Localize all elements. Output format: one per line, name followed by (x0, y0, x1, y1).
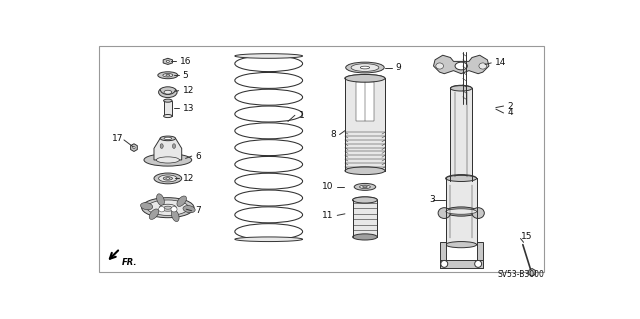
Ellipse shape (144, 154, 192, 166)
Ellipse shape (446, 241, 477, 248)
Bar (440, 241, 446, 268)
Polygon shape (529, 269, 536, 276)
Ellipse shape (166, 60, 170, 62)
Ellipse shape (451, 85, 472, 91)
Ellipse shape (438, 208, 451, 219)
Ellipse shape (346, 62, 384, 73)
Ellipse shape (147, 200, 189, 215)
Bar (440, 260, 483, 268)
Text: 16: 16 (180, 57, 191, 66)
Text: 1: 1 (299, 111, 305, 120)
Ellipse shape (455, 62, 467, 70)
Text: 14: 14 (495, 58, 506, 67)
Polygon shape (154, 138, 182, 160)
Ellipse shape (159, 206, 164, 212)
Text: 2: 2 (508, 101, 513, 111)
Ellipse shape (235, 237, 303, 241)
Bar (353, 200, 378, 237)
Text: FR.: FR. (122, 258, 137, 267)
Text: 7: 7 (196, 206, 202, 215)
Bar (446, 178, 477, 245)
Text: SV53-B3000: SV53-B3000 (497, 270, 544, 279)
Ellipse shape (164, 99, 172, 102)
Ellipse shape (354, 183, 376, 190)
Ellipse shape (345, 74, 385, 82)
Ellipse shape (171, 206, 177, 212)
Ellipse shape (451, 176, 472, 181)
Bar (477, 241, 483, 268)
Ellipse shape (353, 197, 378, 203)
Ellipse shape (164, 115, 172, 118)
Ellipse shape (353, 197, 378, 203)
Text: 13: 13 (182, 104, 194, 113)
Ellipse shape (141, 203, 153, 210)
Bar (356, 82, 374, 121)
Ellipse shape (141, 198, 194, 218)
Ellipse shape (475, 260, 482, 267)
Ellipse shape (163, 73, 173, 77)
Ellipse shape (158, 72, 178, 79)
Ellipse shape (172, 144, 175, 148)
Text: 12: 12 (182, 174, 194, 183)
Ellipse shape (164, 90, 172, 94)
Ellipse shape (345, 167, 385, 174)
Ellipse shape (446, 174, 477, 182)
Ellipse shape (183, 205, 195, 213)
Ellipse shape (360, 66, 369, 69)
Ellipse shape (159, 204, 176, 211)
Text: 12: 12 (182, 86, 194, 95)
Ellipse shape (441, 260, 448, 267)
Ellipse shape (446, 209, 477, 214)
Ellipse shape (479, 63, 486, 69)
Ellipse shape (159, 87, 177, 98)
Ellipse shape (472, 208, 484, 219)
Polygon shape (433, 55, 489, 74)
Ellipse shape (163, 177, 172, 180)
Ellipse shape (445, 207, 477, 216)
Ellipse shape (159, 175, 177, 182)
Polygon shape (131, 144, 138, 152)
Ellipse shape (353, 234, 378, 240)
Bar (345, 78, 385, 171)
Ellipse shape (351, 64, 379, 71)
Text: 3: 3 (429, 196, 435, 204)
Text: 6: 6 (196, 152, 202, 160)
Ellipse shape (345, 74, 385, 82)
Ellipse shape (156, 157, 179, 163)
Text: 5: 5 (182, 71, 188, 80)
Ellipse shape (133, 146, 135, 149)
Polygon shape (163, 58, 173, 64)
Ellipse shape (451, 85, 472, 92)
Text: 4: 4 (508, 108, 513, 117)
Text: 8: 8 (330, 130, 336, 139)
Ellipse shape (172, 210, 179, 222)
Text: 15: 15 (520, 233, 532, 241)
Text: 17: 17 (113, 134, 124, 143)
Ellipse shape (436, 63, 444, 69)
Ellipse shape (164, 137, 172, 139)
Ellipse shape (154, 173, 182, 184)
Ellipse shape (235, 54, 303, 58)
Ellipse shape (149, 209, 159, 219)
Text: 11: 11 (322, 211, 333, 220)
Ellipse shape (164, 206, 172, 209)
Ellipse shape (160, 144, 163, 148)
Text: 10: 10 (322, 182, 333, 191)
Text: 9: 9 (396, 63, 401, 72)
Ellipse shape (166, 178, 170, 179)
Ellipse shape (166, 74, 170, 76)
Ellipse shape (177, 196, 186, 206)
Bar (164, 101, 172, 116)
Ellipse shape (446, 175, 477, 182)
Ellipse shape (157, 194, 164, 206)
Ellipse shape (160, 136, 175, 141)
Ellipse shape (360, 185, 371, 189)
Ellipse shape (363, 186, 367, 188)
Bar (451, 88, 472, 181)
